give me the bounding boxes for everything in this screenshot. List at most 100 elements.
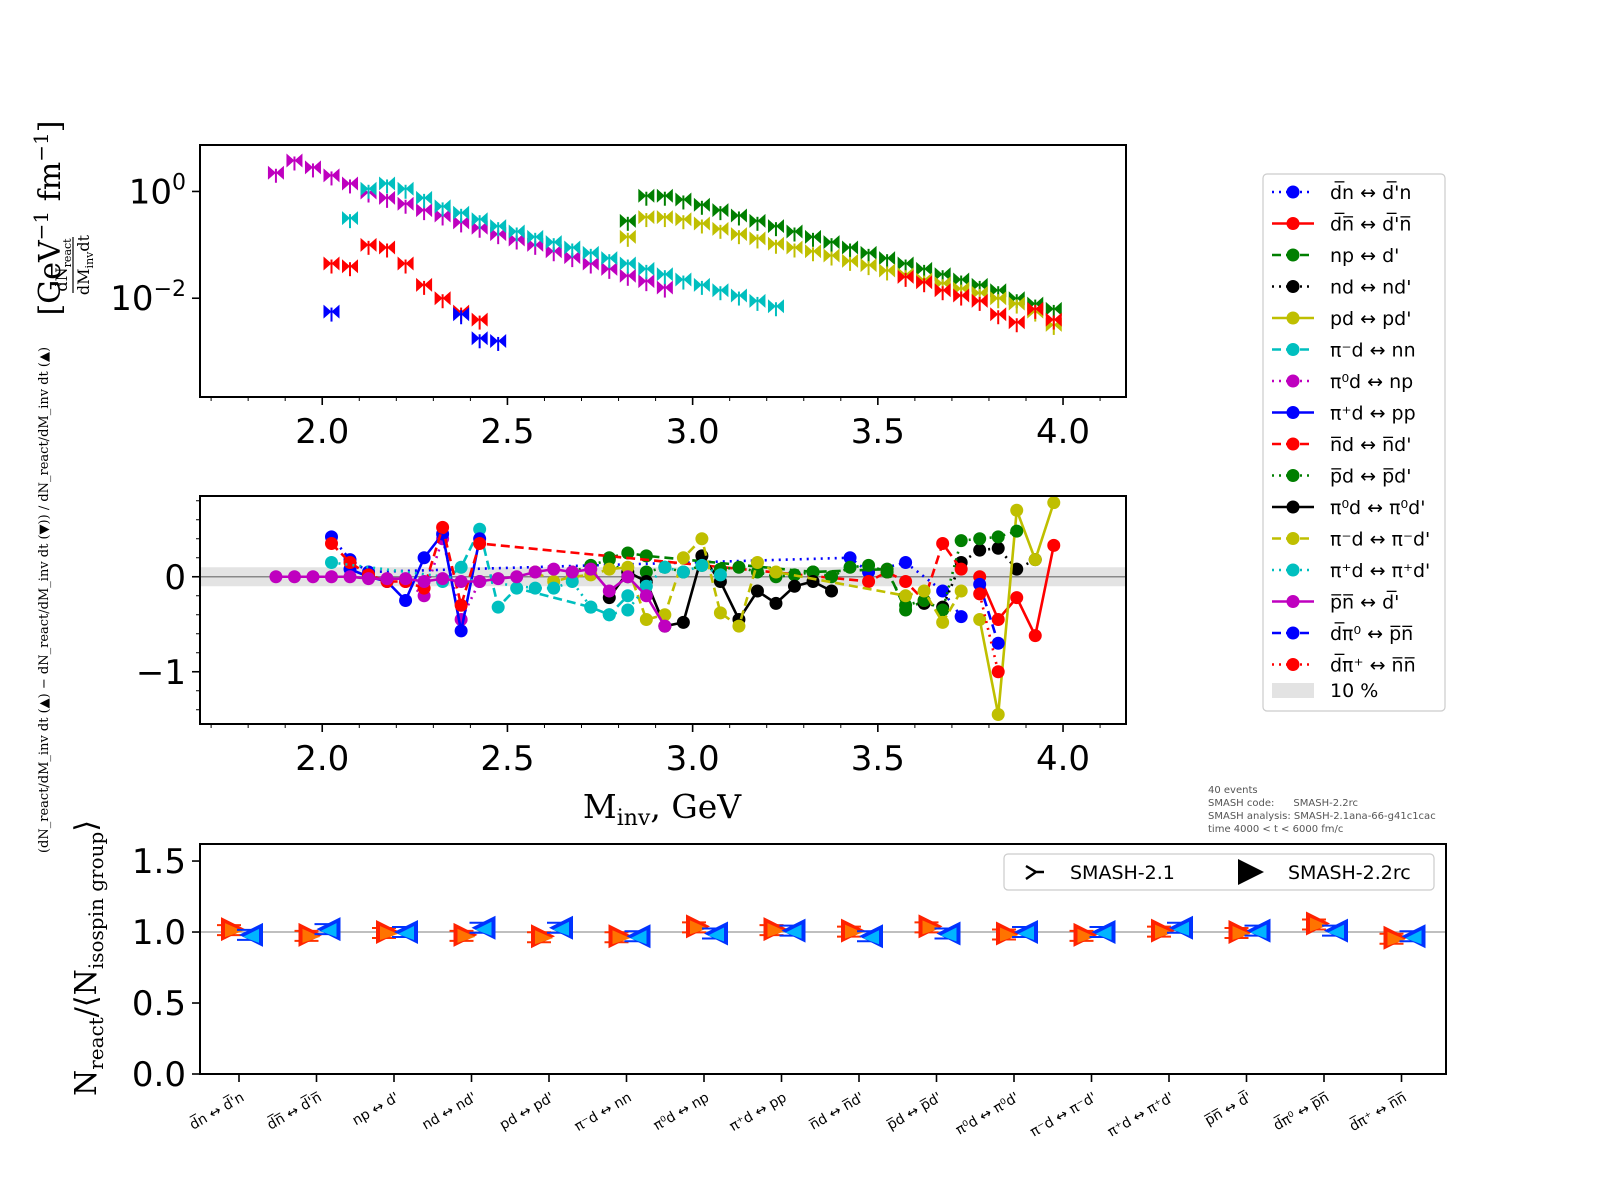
bot-triangle-up-2-1 xyxy=(845,924,863,939)
mid-series-point xyxy=(528,565,542,579)
mid-series-point xyxy=(454,624,468,638)
mid-series-point xyxy=(806,565,820,579)
mid-series-point xyxy=(954,562,968,576)
mid-series-point xyxy=(362,572,376,586)
mid-y-tick-label: 0 xyxy=(164,558,186,598)
legend-label: d̅n ↔ d̅'n xyxy=(1330,180,1411,204)
top-ylabel-den-a: dM xyxy=(74,268,93,295)
mid-series-point xyxy=(936,615,950,629)
mid-series-point xyxy=(954,534,968,548)
bot-triangle-down-2-1 xyxy=(243,928,259,943)
bot-x-category-label: p̅n̅ ↔ d̅' xyxy=(1201,1088,1254,1129)
legend-label: π⁰d ↔ π⁰d' xyxy=(1330,497,1425,519)
bot-triangle-up-2-1 xyxy=(1000,927,1018,942)
mid-series-point xyxy=(621,570,635,584)
mid-series-point xyxy=(343,556,357,569)
bot-triangle-up-2-1 xyxy=(612,930,631,945)
bot-x-category-label: n̅d ↔ n̅d' xyxy=(807,1090,867,1134)
svg-text:(dN_react/dM_inv dt (▲) − dN_r: (dN_react/dM_inv dt (▲) − dN_react/dM_in… xyxy=(37,347,52,853)
bot-y-tick-label: 0.0 xyxy=(132,1055,186,1095)
mid-series-point xyxy=(880,565,894,579)
mid-series-point xyxy=(621,560,635,574)
mid-series-point xyxy=(899,556,913,569)
mid-series-point xyxy=(825,570,839,584)
legend-items: d̅n ↔ d̅'n d̅n̅ ↔ d̅'n̅ np ↔ d' nd ↔ nd' pd … xyxy=(1272,180,1430,677)
mid-series-point xyxy=(491,600,505,614)
mid-series-point xyxy=(473,537,487,550)
mid-series-point xyxy=(676,551,690,565)
legend-marker xyxy=(1286,532,1300,545)
mid-series-point xyxy=(991,613,1005,626)
mid-series-point xyxy=(510,570,524,584)
mid-series-point xyxy=(769,596,783,610)
bot-triangle-up-2-1 xyxy=(380,926,398,941)
legend-band-label: 10 % xyxy=(1330,680,1378,702)
mid-series-point xyxy=(324,556,338,569)
mid-series-point xyxy=(547,581,561,595)
top-y-tick-label: 10−2 xyxy=(110,277,186,319)
mid-series-point xyxy=(343,570,357,584)
mid-series-point xyxy=(713,568,727,582)
mid-series-point xyxy=(917,584,931,598)
legend-label: π⁻d ↔ nn xyxy=(1330,340,1416,362)
mid-series-point xyxy=(936,603,950,617)
mid-x-tick-label: 3.0 xyxy=(666,739,720,779)
bottom-panel: 0.0 0.5 1.0 1.5 d̅n ↔ d̅'n d̅n̅ ↔ d̅'n̅ np ↔ d… xyxy=(69,820,1447,1140)
mid-series-point xyxy=(491,572,505,586)
mid-series-point xyxy=(991,665,1005,679)
bottom-legend-box xyxy=(1003,853,1435,891)
top-bowtie-marker xyxy=(879,251,896,266)
mid-series-point xyxy=(750,584,764,598)
mid-series-point xyxy=(621,589,635,603)
middle-y-axis-label: (dN_react/dM_inv dt (▲) − dN_react/dM_in… xyxy=(37,347,52,853)
mid-xlabel-rest: , GeV xyxy=(650,787,742,826)
mid-x-tick-label: 3.5 xyxy=(851,739,905,779)
top-x-tick-label: 2.0 xyxy=(295,412,349,452)
mid-series-point xyxy=(454,560,468,574)
mid-series-point xyxy=(621,603,635,617)
bot-triangle-down-2-1 xyxy=(708,927,724,942)
legend-marker xyxy=(1286,658,1300,671)
mid-series-line xyxy=(275,567,666,627)
mid-series-point xyxy=(602,553,616,567)
mid-series-point xyxy=(732,560,746,574)
legend-label: π⁻d ↔ π⁻d' xyxy=(1330,529,1430,551)
mid-x-tick-label: 4.0 xyxy=(1036,739,1090,779)
legend-box xyxy=(1262,173,1446,712)
bot-triangle-down-2-1 xyxy=(1018,926,1034,941)
legend-marker xyxy=(1286,437,1300,451)
bot-triangle-up-2-1 xyxy=(767,923,786,938)
bot-triangle-down-2-1 xyxy=(863,930,879,945)
mid-x-tick-label: 2.0 xyxy=(295,739,349,779)
top-panel: 2.0 2.5 3.0 3.5 4.0 100 10−2 dNreact dMinvdt [… xyxy=(29,121,1127,452)
mid-series-point xyxy=(454,575,468,588)
top-ylabel-num: dN xyxy=(52,267,71,291)
mid-series-point xyxy=(991,541,1005,555)
svg-text:dNreact: dNreact xyxy=(52,238,74,292)
legend-marker xyxy=(1286,563,1300,577)
run-info: 40 events SMASH code: SMASH-2.2rc SMASH … xyxy=(1208,785,1436,835)
legend-label: d̅n̅ ↔ d̅'n̅ xyxy=(1330,211,1411,235)
mid-series-point xyxy=(454,598,468,612)
top-bowtie-marker xyxy=(582,245,599,260)
mid-series-point xyxy=(658,619,672,633)
bot-triangle-down-2-1 xyxy=(398,926,414,941)
legend-label: np ↔ d' xyxy=(1330,245,1399,267)
mid-series-point xyxy=(602,584,616,598)
mid-series-point xyxy=(473,522,487,536)
bot-triangle-up-2-1 xyxy=(1232,926,1251,941)
legend-marker xyxy=(1286,374,1300,388)
mid-series-line xyxy=(978,545,1056,640)
mid-series-point xyxy=(1028,629,1042,643)
mid-series-point xyxy=(584,562,598,576)
legend-marker xyxy=(1286,500,1300,514)
bot-triangle-down-2-1 xyxy=(785,924,802,939)
mid-y-tick-label: −1 xyxy=(136,653,186,693)
bot-x-category-label: π⁰d ↔ π⁰d' xyxy=(953,1090,1022,1139)
mid-series-point xyxy=(621,546,635,560)
mid-series-point xyxy=(954,584,968,598)
mid-series-point xyxy=(973,587,987,601)
bot-x-category-label: π⁻d ↔ nn xyxy=(572,1090,635,1135)
mid-series-point xyxy=(399,572,413,586)
